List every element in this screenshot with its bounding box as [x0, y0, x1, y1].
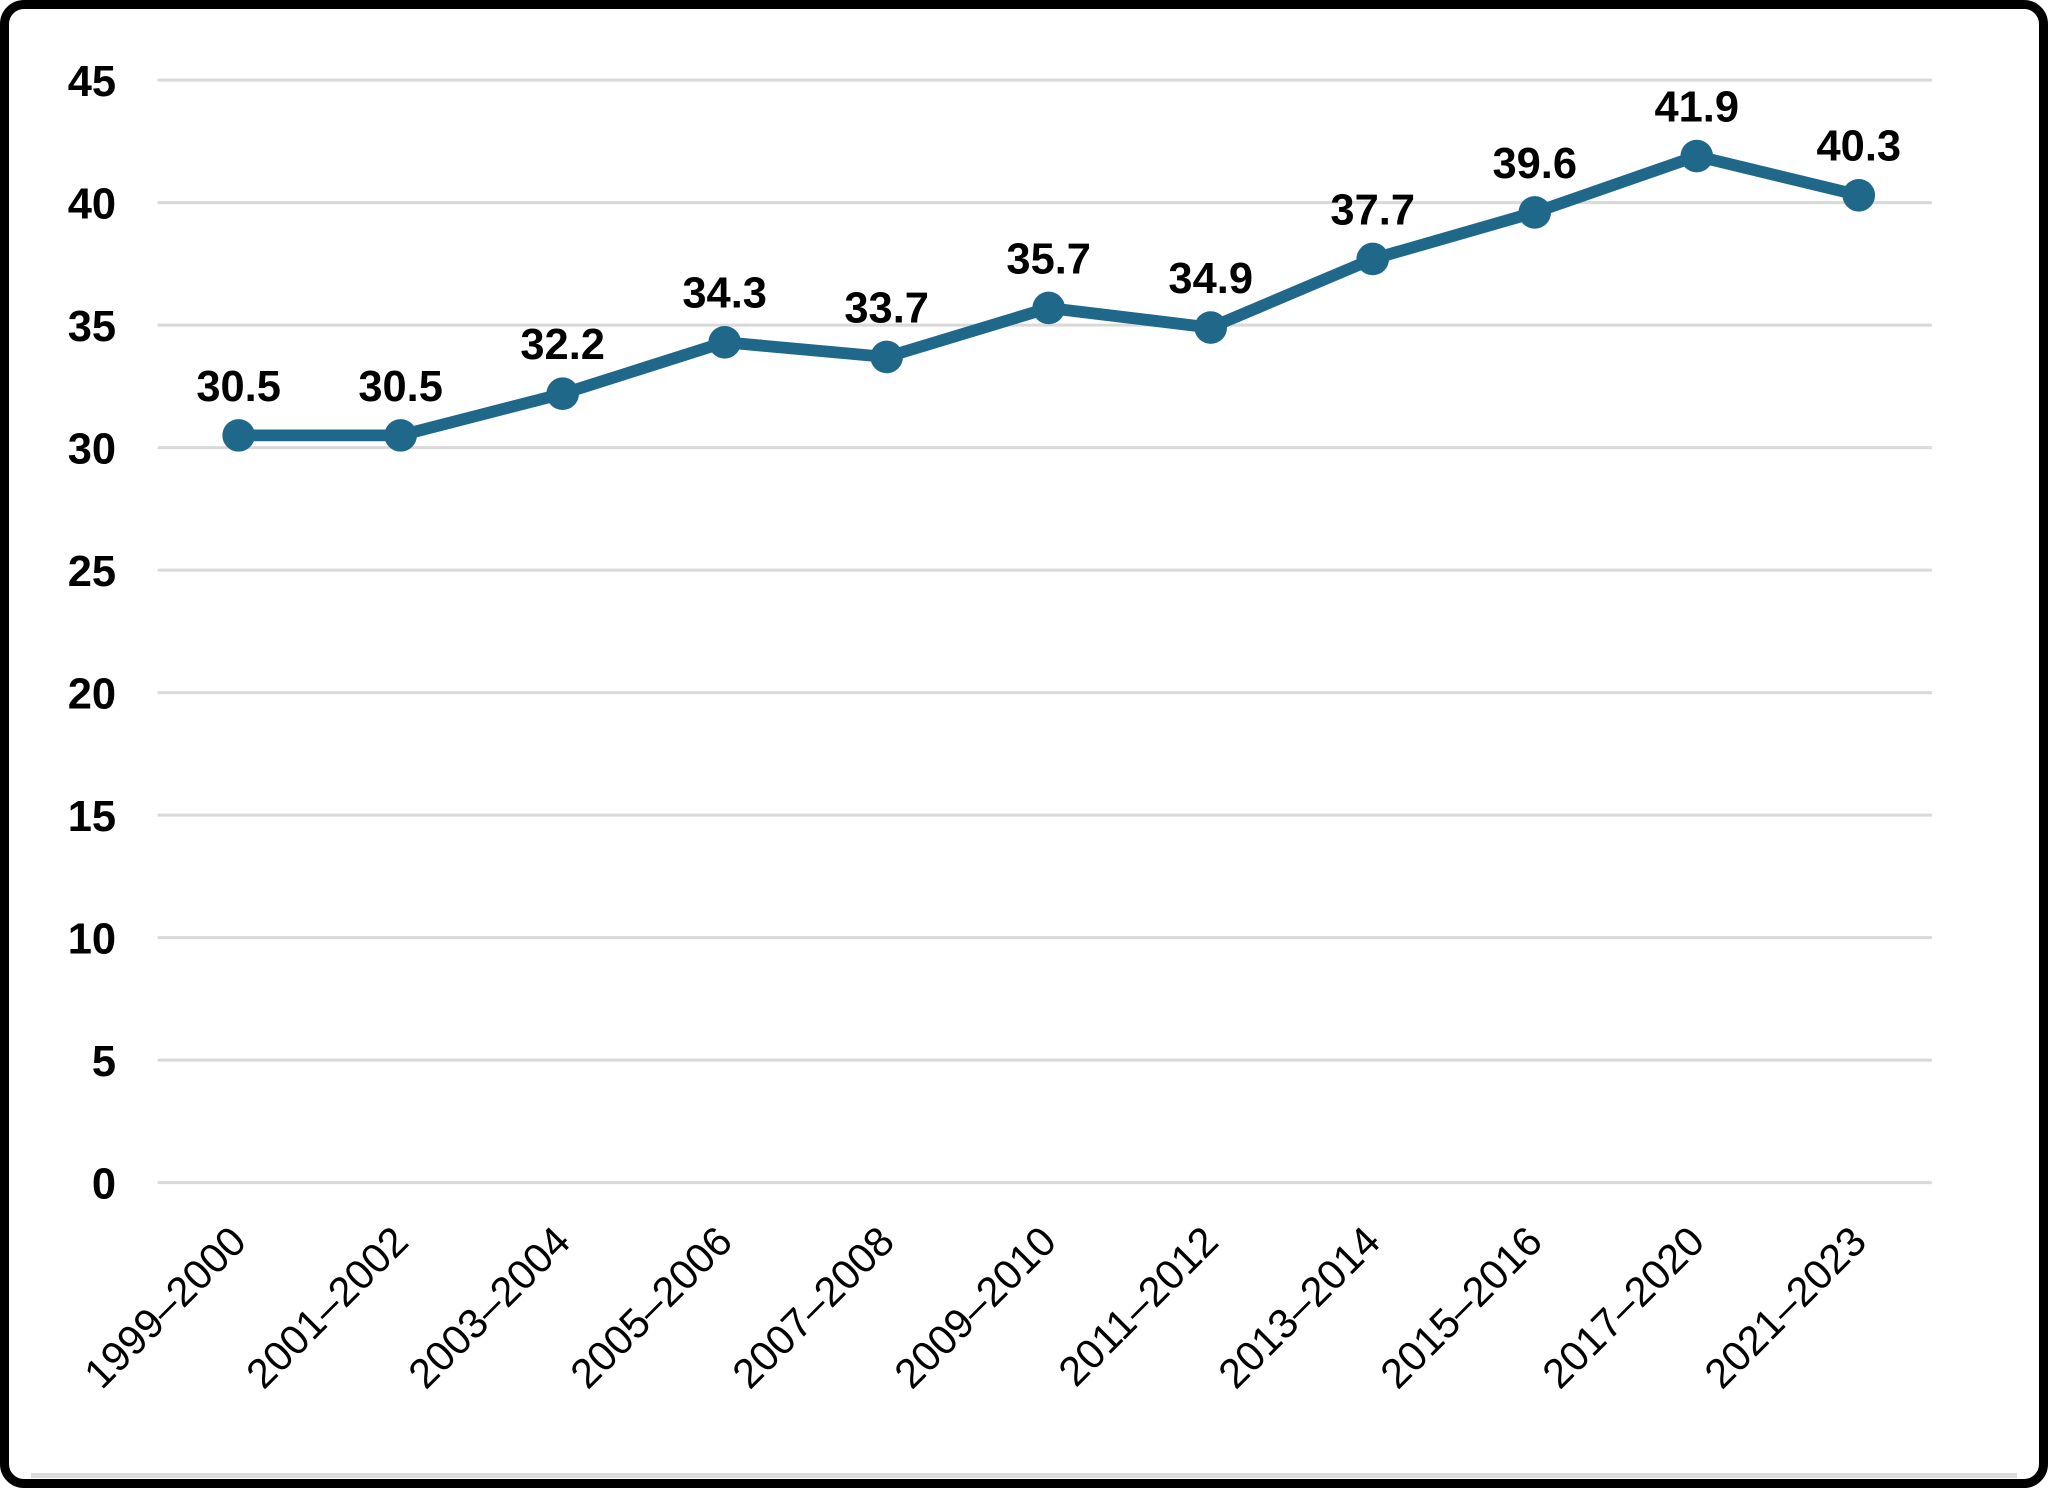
data-label: 30.5 — [358, 363, 443, 411]
data-point-marker — [1518, 196, 1552, 229]
data-label: 34.3 — [682, 270, 767, 318]
data-point-marker — [1356, 242, 1390, 276]
data-label: 35.7 — [1006, 235, 1091, 283]
data-label: 37.7 — [1330, 186, 1415, 234]
line-chart: 0 5 10 15 20 25 30 35 40 45 1999–20002001–20022003… — [68, 58, 1932, 1397]
frame-bottom-edge — [31, 1473, 2017, 1478]
x-axis-category-label: 2021–2023 — [1695, 1217, 1875, 1397]
y-axis-tick-label: 30 — [68, 425, 116, 473]
y-axis-tick-label: 15 — [68, 793, 116, 841]
y-axis-tick-label: 0 — [92, 1160, 116, 1208]
y-axis-tick-label: 40 — [68, 180, 116, 228]
x-axis-category-label: 1999–2000 — [75, 1217, 255, 1397]
y-axis-tick-label: 5 — [92, 1038, 116, 1086]
data-label: 32.2 — [520, 321, 605, 369]
x-axis-category-label: 2015–2016 — [1371, 1217, 1551, 1397]
data-point-marker — [546, 377, 579, 411]
data-label: 40.3 — [1816, 123, 1901, 171]
data-point-marker — [1680, 139, 1714, 173]
data-point-marker — [1032, 291, 1065, 325]
x-axis-category-label: 2009–2010 — [885, 1217, 1065, 1397]
data-label: 39.6 — [1492, 140, 1577, 188]
x-axis-category-label: 2003–2004 — [399, 1217, 579, 1397]
data-label: 33.7 — [844, 284, 929, 332]
data-point-marker — [708, 325, 741, 359]
data-point-marker — [222, 419, 255, 452]
y-axis-tick-label: 35 — [68, 303, 116, 351]
x-axis-category-label: 2007–2008 — [723, 1217, 903, 1397]
y-axis-tick-label: 10 — [68, 915, 116, 963]
data-point-marker — [1194, 311, 1228, 344]
x-axis-category-label: 2013–2014 — [1209, 1217, 1389, 1397]
y-axis-tick-label: 45 — [68, 58, 116, 106]
data-point-marker — [384, 419, 417, 452]
data-label: 30.5 — [196, 363, 281, 411]
x-axis-category-label: 2005–2006 — [561, 1217, 741, 1397]
x-axis-category-label: 2011–2012 — [1049, 1217, 1227, 1395]
data-label: 34.9 — [1168, 255, 1253, 303]
x-axis-category-label: 2001–2002 — [237, 1217, 417, 1397]
data-label: 41.9 — [1654, 84, 1739, 132]
data-point-marker — [870, 340, 903, 374]
data-point-marker — [1842, 178, 1876, 212]
x-axis-category-label: 2017–2020 — [1533, 1217, 1713, 1397]
y-axis-tick-label: 20 — [68, 670, 116, 718]
y-axis-tick-label: 25 — [68, 548, 116, 596]
